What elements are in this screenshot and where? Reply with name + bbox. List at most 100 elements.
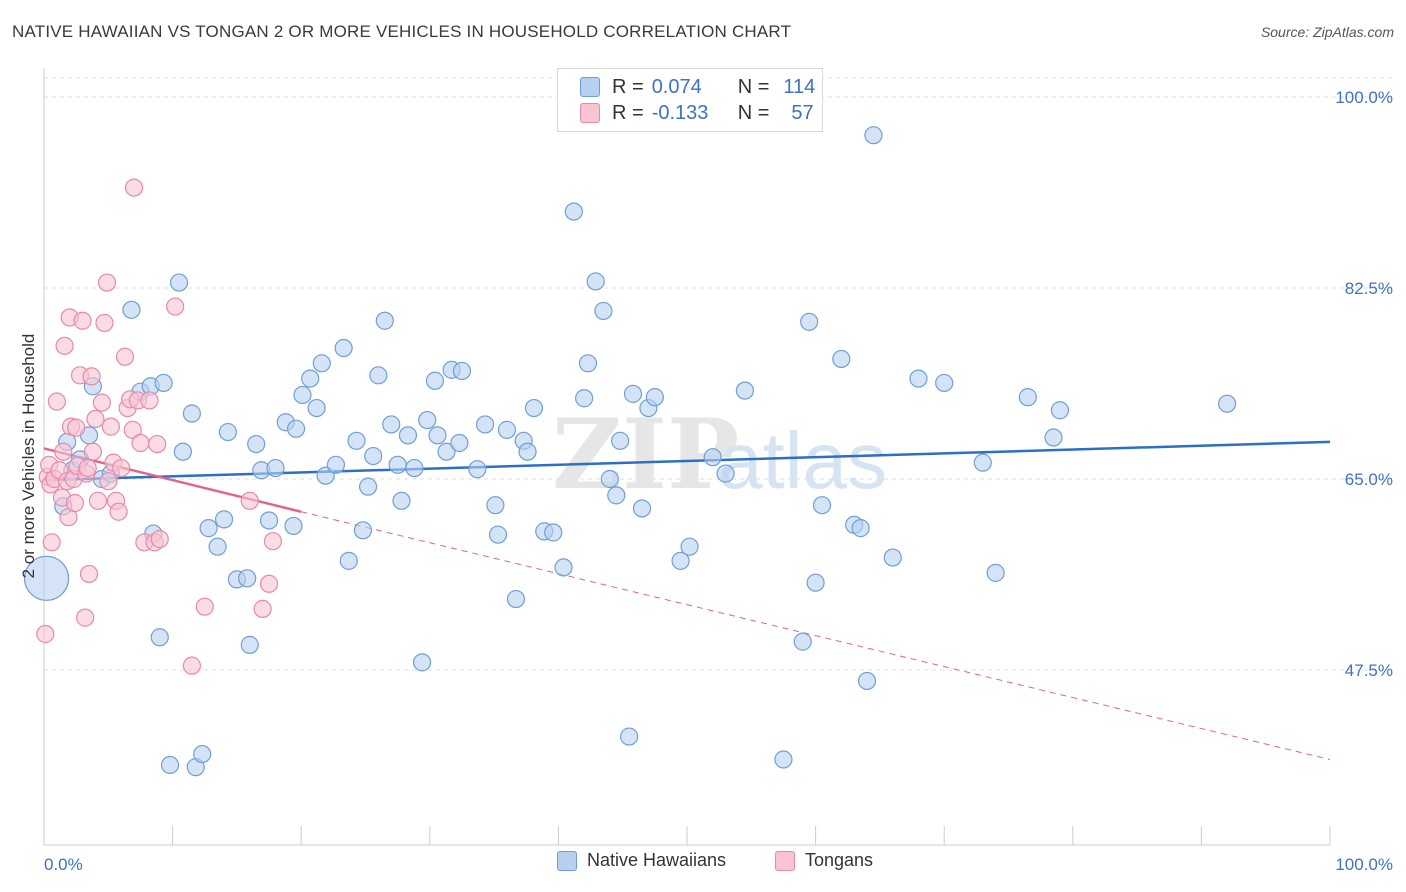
point-native-hawaiian xyxy=(623,384,643,403)
point-native-hawaiian xyxy=(301,369,320,388)
point-native-hawaiian xyxy=(864,126,883,145)
bottom-legend-swatch-pink xyxy=(775,850,795,871)
point-tongan xyxy=(263,532,283,551)
point-native-hawaiian xyxy=(339,551,358,570)
point-tongan xyxy=(140,391,159,410)
point-native-hawaiian xyxy=(437,442,456,461)
legend-r-label: R = xyxy=(612,101,644,124)
point-tongan xyxy=(150,529,169,549)
point-native-hawaiian xyxy=(986,563,1005,582)
point-native-hawaiian xyxy=(412,653,432,672)
point-native-hawaiian xyxy=(286,419,306,438)
point-native-hawaiian xyxy=(680,537,699,556)
point-native-hawaiian xyxy=(497,420,517,439)
legend-swatch-pink xyxy=(580,103,600,123)
point-tongan xyxy=(240,491,259,510)
point-tongan xyxy=(42,533,61,552)
point-native-hawaiian xyxy=(806,573,825,592)
point-native-hawaiian xyxy=(671,551,690,570)
y-tick-label: 47.5% xyxy=(1345,661,1393,680)
point-tongan xyxy=(253,599,272,618)
point-native-hawaiian xyxy=(154,373,173,393)
point-native-hawaiian xyxy=(369,366,388,385)
y-tick-label: 82.5% xyxy=(1345,279,1393,298)
point-native-hawaiian xyxy=(405,458,424,478)
point-tongan xyxy=(88,491,108,510)
point-native-hawaiian xyxy=(800,312,819,331)
point-native-hawaiian xyxy=(450,433,469,453)
point-native-hawaiian xyxy=(468,460,487,479)
point-native-hawaiian xyxy=(575,389,594,408)
legend-n-value: 114 xyxy=(783,75,816,98)
point-native-hawaiian xyxy=(418,410,437,430)
point-native-hawaiian xyxy=(645,388,664,407)
point-native-hawaiian xyxy=(1044,428,1063,447)
point-native-hawaiian xyxy=(312,354,331,373)
bottom-legend-swatch-blue xyxy=(557,850,577,871)
point-tongan xyxy=(182,656,201,675)
point-native-hawaiian xyxy=(812,496,832,515)
point-tongan xyxy=(131,433,150,453)
point-native-hawaiian xyxy=(375,311,394,330)
point-native-hawaiian xyxy=(122,300,141,319)
point-tongan xyxy=(124,178,144,197)
point-native-hawaiian xyxy=(218,422,237,442)
point-tongan xyxy=(73,311,92,330)
point-native-hawaiian xyxy=(716,464,735,483)
y-tick-label: 65.0% xyxy=(1345,470,1393,489)
point-native-hawaiian xyxy=(284,516,303,536)
legend-n-label: N = xyxy=(737,75,770,98)
legend-r-value: 0.074 xyxy=(651,75,702,98)
point-tongan xyxy=(97,273,117,292)
source-label: Source: ZipAtlas.com xyxy=(1260,24,1394,40)
point-native-hawaiian xyxy=(150,628,169,647)
point-native-hawaiian xyxy=(832,349,851,369)
point-native-hawaiian xyxy=(358,477,378,496)
point-tongan xyxy=(86,409,105,429)
legend-r-label: R = xyxy=(612,75,644,98)
point-tongan xyxy=(55,336,74,355)
point-native-hawaiian xyxy=(1218,394,1237,413)
legend-n-label: N = xyxy=(737,101,770,124)
point-native-hawaiian xyxy=(247,434,266,454)
point-native-hawaiian xyxy=(238,569,257,588)
point-native-hawaiian xyxy=(594,301,613,321)
point-native-hawaiian xyxy=(160,755,180,775)
point-native-hawaiian xyxy=(199,519,218,538)
legend-n-value: 57 xyxy=(791,101,814,124)
point-tongan xyxy=(67,418,86,437)
point-tongan xyxy=(109,502,128,521)
point-native-hawaiian xyxy=(486,496,505,515)
point-native-hawaiian xyxy=(578,354,598,373)
point-tongan xyxy=(101,417,120,436)
point-native-hawaiian xyxy=(425,371,445,390)
point-tongan xyxy=(83,442,102,461)
point-tongan xyxy=(79,564,99,584)
point-native-hawaiian xyxy=(774,750,793,769)
point-native-hawaiian xyxy=(428,426,447,445)
point-native-hawaiian xyxy=(935,373,954,393)
point-tongan xyxy=(47,392,66,411)
x-tick-label: 0.0% xyxy=(44,855,83,874)
point-native-hawaiian xyxy=(909,369,928,388)
point-native-hawaiian xyxy=(586,272,605,291)
point-native-hawaiian xyxy=(259,511,279,530)
legend-r-value: -0.133 xyxy=(651,101,709,124)
point-native-hawaiian xyxy=(169,273,189,292)
bottom-legend-label: Native Hawaiians xyxy=(587,850,727,870)
point-native-hawaiian xyxy=(735,381,754,400)
y-tick-labels: 47.5% 65.0% 82.5% 100.0% xyxy=(1335,88,1393,680)
point-native-hawaiian xyxy=(382,415,401,434)
point-native-hawaiian xyxy=(364,446,383,466)
bottom-legend-label: Tongans xyxy=(805,850,874,870)
point-tongan xyxy=(78,458,97,478)
legend-swatch-blue xyxy=(580,77,600,97)
point-tongan xyxy=(166,297,185,316)
point-native-hawaiian xyxy=(398,426,418,445)
point-native-hawaiian xyxy=(1050,401,1070,420)
point-native-hawaiian xyxy=(334,338,353,358)
chart-title: NATIVE HAWAIIAN VS TONGAN 2 OR MORE VEHI… xyxy=(12,22,792,41)
point-native-hawaiian xyxy=(703,448,722,467)
